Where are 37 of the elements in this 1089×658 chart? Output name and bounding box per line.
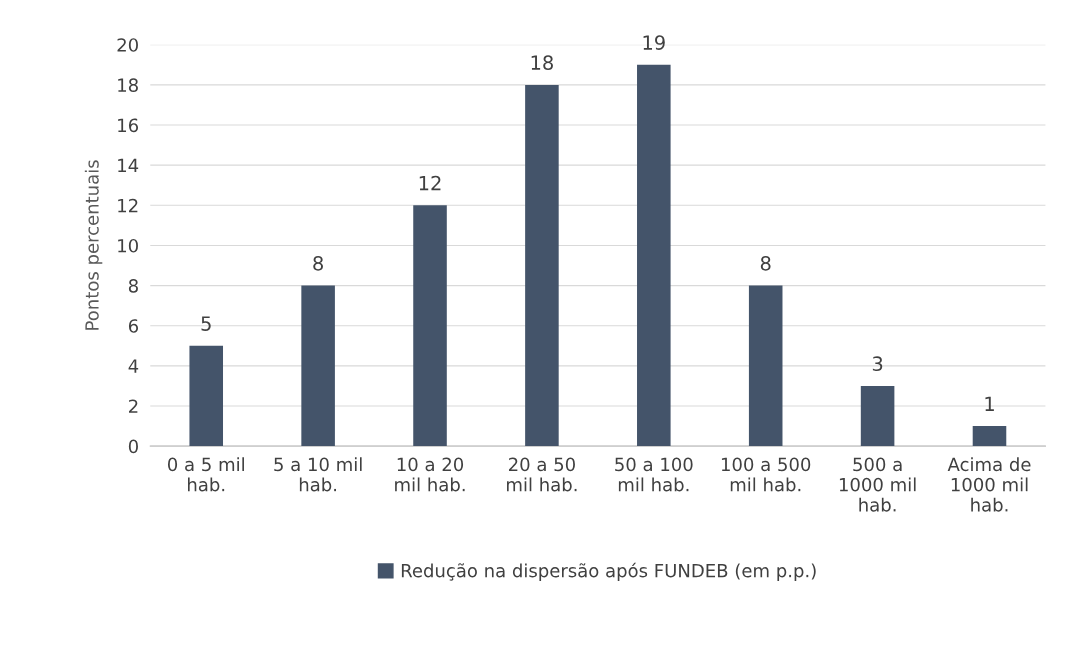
bar xyxy=(525,84,559,447)
x-tick-label: 100 a 500 mil hab. xyxy=(721,457,811,492)
y-tick-label: 18 xyxy=(118,78,138,92)
y-tick-label: 16 xyxy=(118,118,139,133)
bar xyxy=(637,64,671,447)
data-label: 8 xyxy=(313,255,323,271)
x-tick-label: 20 a 50 mil hab. xyxy=(507,457,577,492)
data-label: 18 xyxy=(531,55,553,70)
y-tick-label: 4 xyxy=(128,359,139,373)
y-tick-label: 2 xyxy=(129,399,138,413)
y-tick-label: 0 xyxy=(128,439,138,454)
x-tick-label: 10 a 20 mil hab. xyxy=(395,457,465,492)
y-tick-label: 10 xyxy=(118,238,138,253)
y-tick-label: 8 xyxy=(128,279,138,293)
data-label: 3 xyxy=(872,356,883,372)
x-tick-label: Acima de 1000 mil hab. xyxy=(947,457,1031,512)
y-tick-label: 6 xyxy=(128,319,139,333)
bar xyxy=(189,345,224,447)
data-label: 5 xyxy=(201,316,211,331)
x-tick-label: 0 a 5 mil hab. xyxy=(167,457,244,492)
bar xyxy=(301,285,335,447)
bar xyxy=(748,285,783,447)
bar xyxy=(972,426,1007,447)
bar xyxy=(413,205,447,447)
y-tick-label: 12 xyxy=(118,198,138,213)
data-label: 1 xyxy=(985,396,994,411)
y-tick-label: 20 xyxy=(117,38,138,52)
bar xyxy=(860,385,895,447)
legend-label: Redução na dispersão após FUNDEB (em p.p.) xyxy=(401,562,816,581)
x-tick-label: 5 a 10 mil hab. xyxy=(274,457,362,492)
x-tick-label: 500 a 1000 mil hab. xyxy=(839,457,916,512)
data-label: 12 xyxy=(419,175,441,191)
data-label: 8 xyxy=(760,255,771,271)
y-axis-title: Pontos percentuais xyxy=(84,160,103,330)
data-label: 19 xyxy=(643,35,665,50)
y-tick-label: 14 xyxy=(118,158,139,173)
x-tick-label: 50 a 100 mil hab. xyxy=(615,457,693,492)
